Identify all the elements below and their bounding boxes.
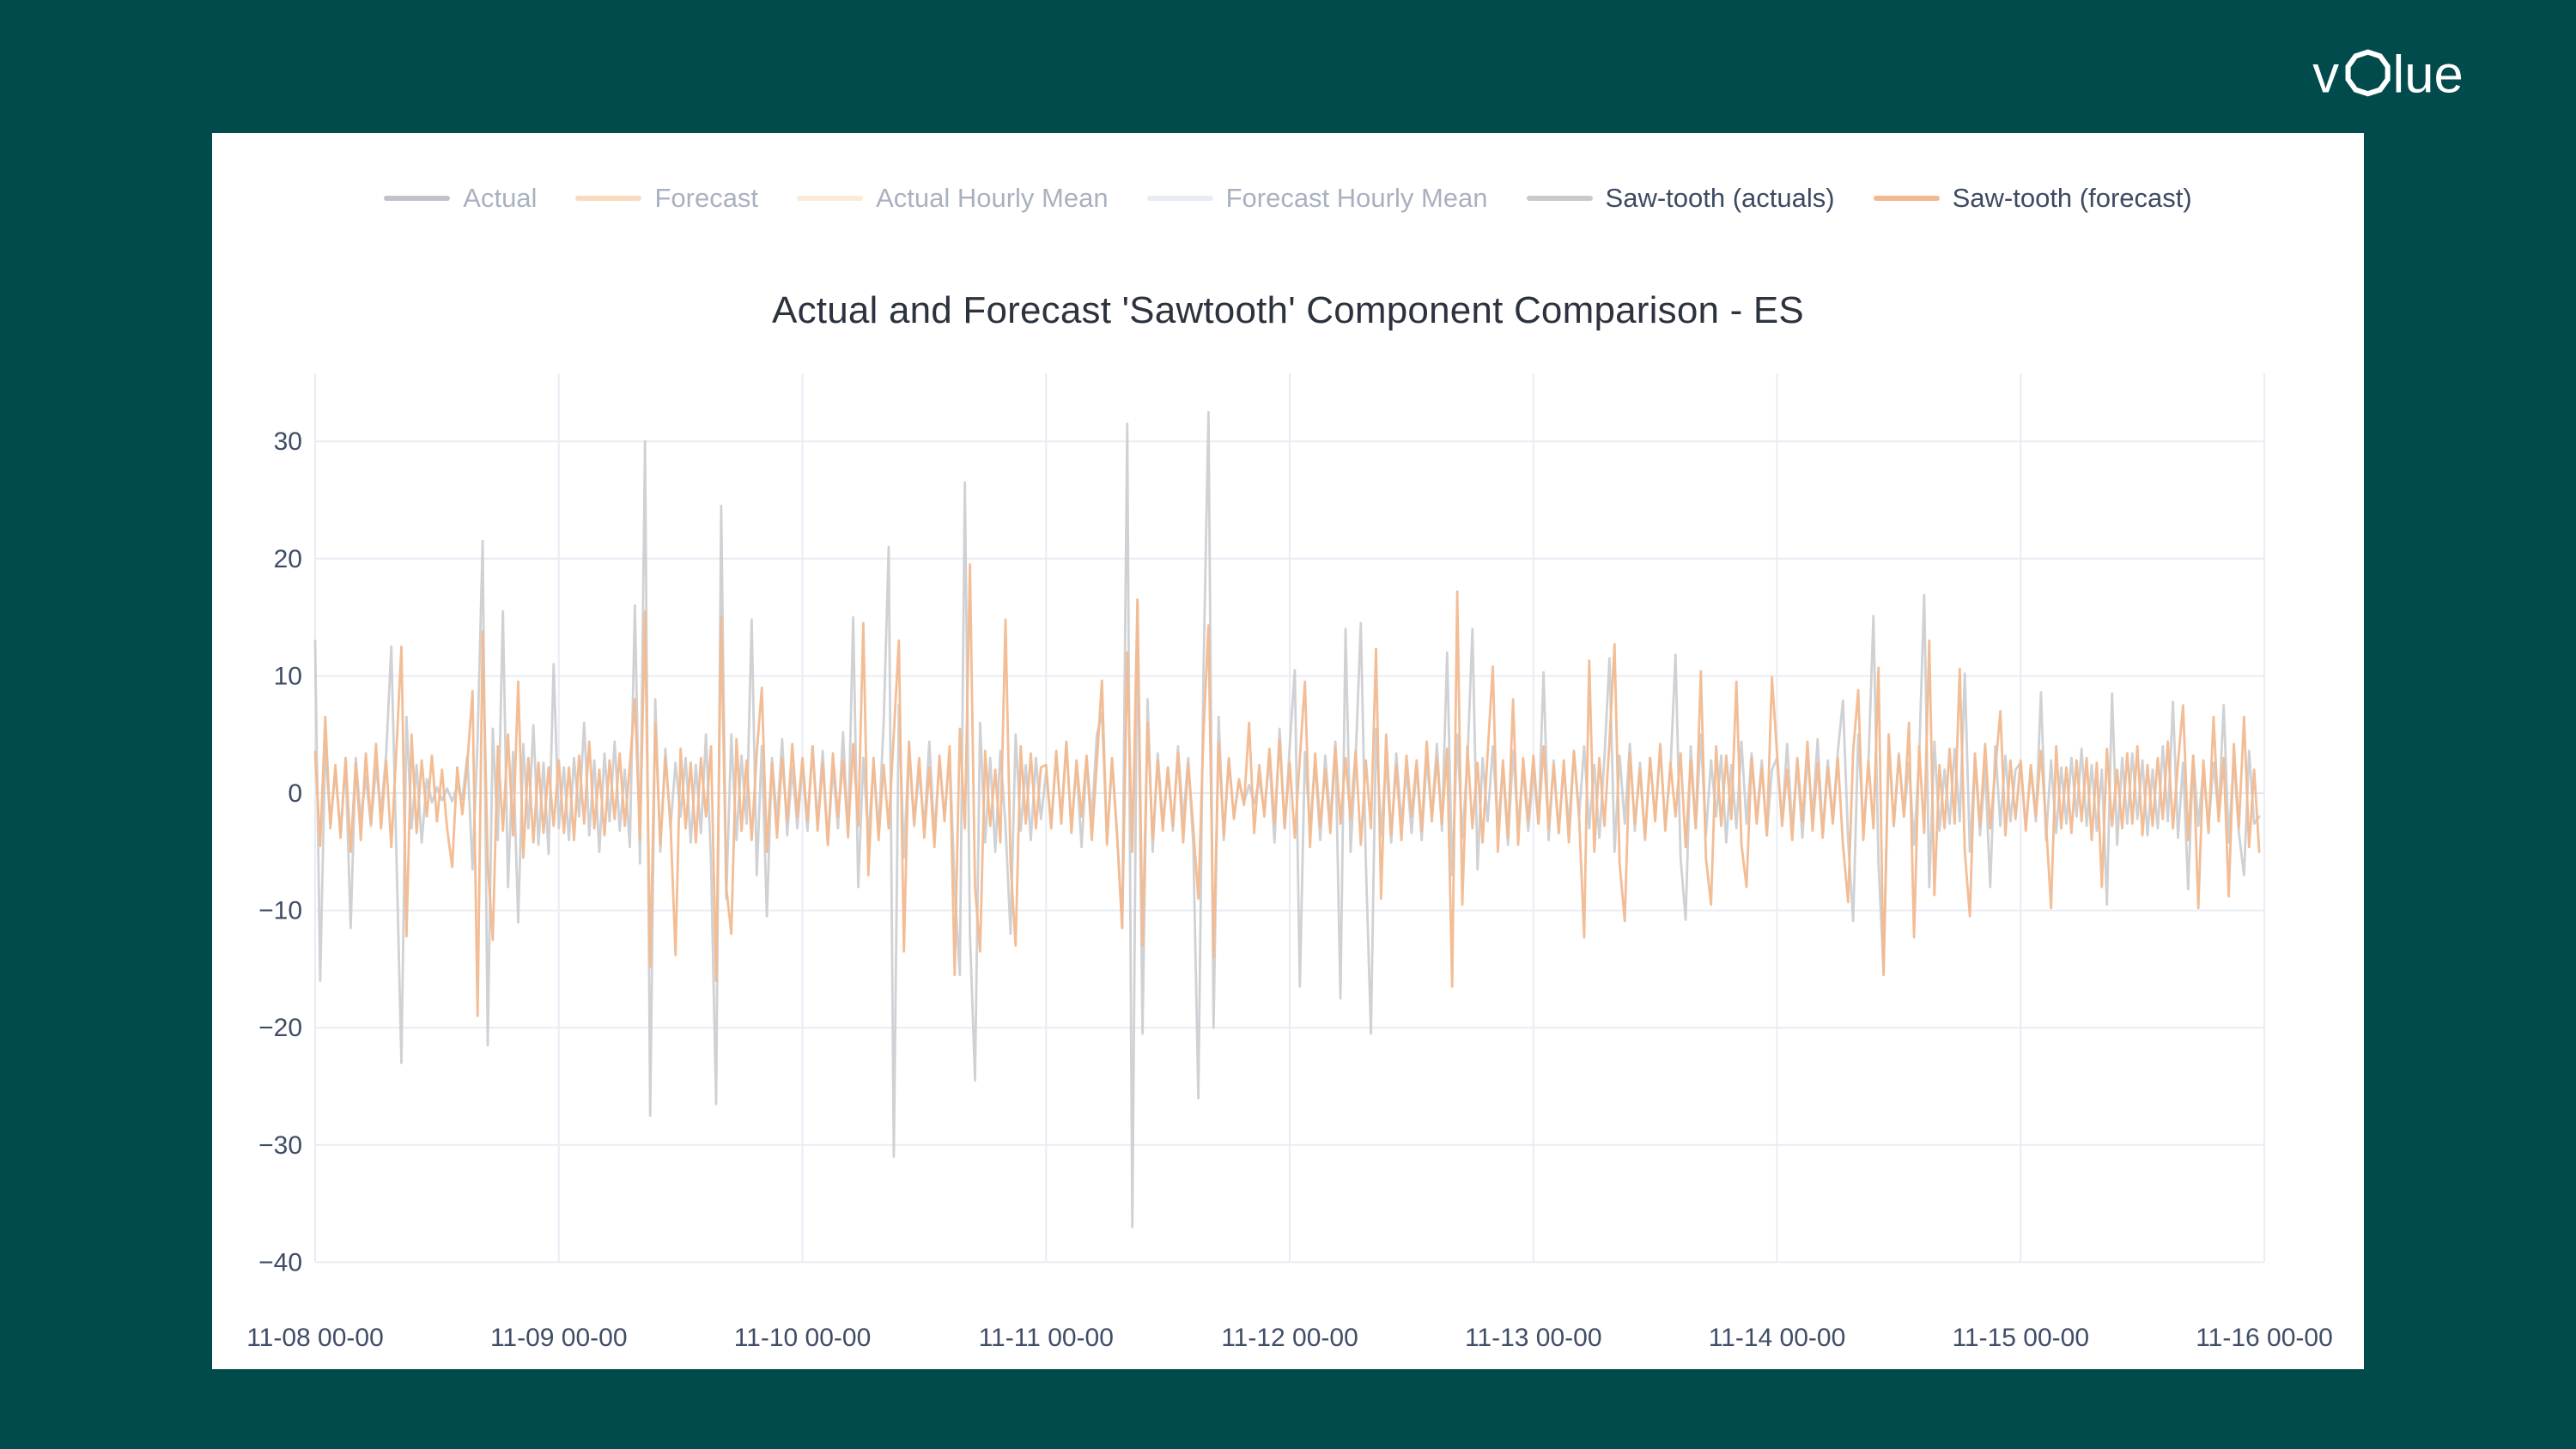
y-tick-label: −30 <box>258 1131 302 1160</box>
x-tick-label: 11-09 00-00 <box>490 1324 628 1352</box>
legend-label: Forecast <box>654 183 759 213</box>
logo-lue-text: lue <box>2393 45 2464 104</box>
legend-label: Saw-tooth (forecast) <box>1952 183 2192 213</box>
legend-item-1[interactable]: Forecast <box>575 183 758 214</box>
x-tick-label: 11-08 00-00 <box>246 1324 384 1352</box>
y-tick-label: 20 <box>274 545 302 573</box>
y-tick-label: −10 <box>258 897 302 925</box>
legend-swatch-line-icon <box>797 196 864 201</box>
legend-item-3[interactable]: Forecast Hourly Mean <box>1146 183 1488 214</box>
y-tick-label: 10 <box>274 662 302 690</box>
legend-swatch-line-icon <box>384 196 451 201</box>
chart-title: Actual and Forecast 'Sawtooth' Component… <box>772 289 1804 331</box>
x-tick-label: 11-12 00-00 <box>1221 1324 1358 1352</box>
y-tick-label: 30 <box>274 427 302 456</box>
series-line-saw-tooth-forecast <box>313 563 2261 1017</box>
x-tick-label: 11-16 00-00 <box>2196 1324 2333 1352</box>
logo-o-polygon-icon <box>2345 49 2391 97</box>
legend-label: Actual Hourly Mean <box>876 183 1109 213</box>
volue-logo: v lue <box>2312 45 2464 104</box>
chart-canvas[interactable]: 30 20 10 0 −10 −20 −30 −40 11-08 00-00 11-09 00-0… <box>212 133 2364 1369</box>
legend-label: Actual <box>463 183 538 213</box>
legend-swatch-line-icon <box>1526 196 1593 201</box>
legend-item-0[interactable]: Actual <box>384 183 537 214</box>
y-tick-label: −20 <box>258 1014 302 1042</box>
x-tick-label: 11-10 00-00 <box>734 1324 872 1352</box>
legend-item-2[interactable]: Actual Hourly Mean <box>797 183 1109 214</box>
chart-legend: Actual Forecast Actual Hourly Mean Forecast… <box>212 183 2364 214</box>
legend-item-4[interactable]: Saw-tooth (actuals) <box>1526 183 1835 214</box>
legend-item-5[interactable]: Saw-tooth (forecast) <box>1873 183 2192 214</box>
legend-label: Saw-tooth (actuals) <box>1605 183 1835 213</box>
x-tick-label: 11-13 00-00 <box>1465 1324 1602 1352</box>
y-tick-label: 0 <box>288 779 302 808</box>
legend-label: Forecast Hourly Mean <box>1225 183 1488 213</box>
legend-swatch-line-icon <box>575 196 642 201</box>
x-tick-label: 11-11 00-00 <box>979 1324 1114 1352</box>
chart-card: 30 20 10 0 −10 −20 −30 −40 11-08 00-00 11-09 00-0… <box>212 133 2364 1369</box>
y-tick-label: −40 <box>258 1248 302 1276</box>
x-tick-label: 11-15 00-00 <box>1952 1324 2089 1352</box>
legend-swatch-line-icon <box>1873 196 1940 201</box>
x-tick-label: 11-14 00-00 <box>1709 1324 1846 1352</box>
legend-swatch-line-icon <box>1146 196 1213 201</box>
logo-v-text: v <box>2312 45 2339 104</box>
